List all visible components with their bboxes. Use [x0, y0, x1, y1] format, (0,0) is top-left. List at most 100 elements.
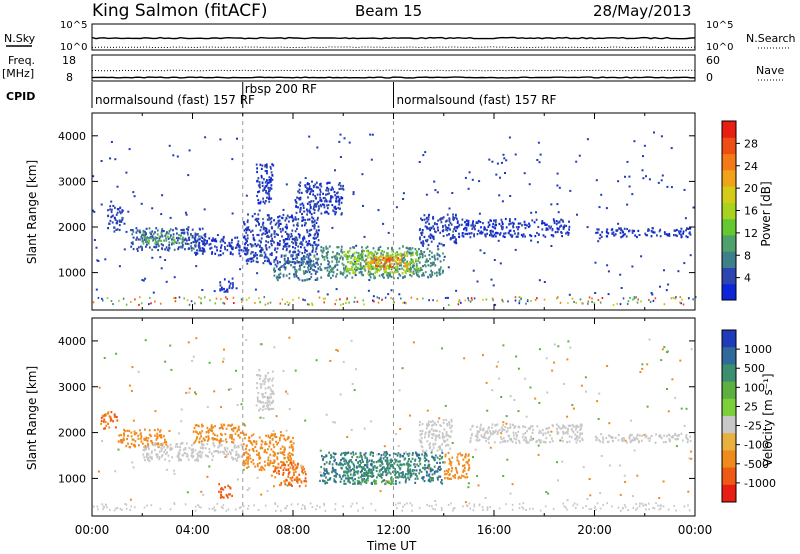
echo-cell [265, 244, 267, 247]
echo-cell [430, 240, 433, 243]
echo-cell [420, 250, 423, 253]
scatter-cell [643, 144, 646, 147]
echo-cell [455, 239, 457, 242]
echo-cell [211, 251, 214, 254]
echo-cell [428, 443, 431, 446]
echo-cell [234, 457, 237, 461]
echo-cell [199, 455, 202, 458]
echo-cell [261, 394, 264, 397]
ground-cell [300, 507, 303, 510]
echo-cell [359, 452, 362, 455]
echo-cell [312, 260, 315, 263]
echo-cell [279, 451, 282, 454]
ground-cell [297, 503, 299, 506]
echo-cell [289, 459, 292, 462]
echo-cell [259, 254, 262, 257]
echo-cell [207, 435, 210, 438]
echo-cell [265, 185, 268, 188]
echo-cell [426, 240, 428, 243]
echo-cell [466, 462, 469, 465]
echo-cell [137, 238, 140, 241]
echo-cell [340, 197, 343, 200]
echo-cell [531, 219, 534, 222]
echo-cell [177, 451, 180, 454]
echo-cell [398, 472, 400, 475]
echo-cell [282, 468, 285, 472]
echo-cell [560, 218, 562, 221]
echo-cell [291, 453, 294, 456]
ground-cell [186, 299, 189, 302]
echo-cell [522, 233, 525, 236]
echo-cell [514, 218, 517, 221]
echo-cell [411, 252, 413, 255]
echo-cell [491, 235, 493, 238]
echo-cell [171, 447, 173, 450]
echo-cell [307, 256, 310, 259]
echo-cell [247, 460, 249, 463]
echo-cell [179, 445, 182, 449]
scatter-cell [511, 483, 514, 486]
echo-cell [273, 461, 275, 464]
echo-cell [315, 257, 317, 260]
echo-cell [467, 468, 470, 472]
scatter-cell [350, 339, 353, 342]
echo-cell [276, 247, 279, 250]
echo-cell [335, 462, 338, 465]
scatter-cell [213, 390, 216, 393]
scatter-cell [325, 413, 328, 416]
echo-cell [403, 261, 406, 264]
echo-cell [324, 210, 327, 214]
echo-cell [114, 206, 116, 209]
echo-cell [167, 237, 170, 240]
echo-cell [238, 244, 241, 247]
echo-cell [517, 232, 520, 236]
echo-cell [326, 247, 329, 250]
echo-cell [161, 229, 164, 232]
ground-cell [222, 507, 224, 510]
echo-cell [508, 229, 511, 232]
echo-cell [327, 472, 330, 475]
echo-cell [288, 251, 291, 254]
echo-cell [351, 255, 353, 258]
echo-cell [186, 242, 189, 245]
ground-cell [505, 503, 507, 506]
echo-cell [364, 260, 367, 264]
echo-cell [343, 254, 346, 257]
echo-cell [380, 252, 383, 255]
echo-cell [201, 443, 203, 446]
echo-cell [217, 254, 220, 257]
echo-cell [268, 235, 270, 239]
echo-cell [431, 449, 434, 452]
echo-cell [382, 471, 384, 474]
ground-cell [110, 300, 113, 302]
scatter-cell [304, 177, 307, 180]
scatter-cell [600, 454, 603, 457]
echo-cell [294, 216, 297, 219]
scatter-cell [184, 211, 187, 214]
echo-cell [381, 462, 384, 465]
echo-cell [293, 261, 296, 264]
echo-cell [203, 248, 205, 251]
echo-cell [253, 255, 256, 258]
echo-cell [362, 267, 365, 270]
ground-cell [473, 297, 476, 300]
echo-cell [148, 227, 151, 230]
echo-cell [425, 474, 428, 477]
echo-cell [347, 451, 350, 454]
scatter-cell [348, 141, 351, 144]
echo-cell [533, 221, 536, 224]
echo-cell [290, 461, 292, 464]
echo-cell [314, 183, 317, 186]
echo-cell [342, 264, 345, 267]
echo-cell [396, 470, 399, 474]
scatter-cell [137, 370, 140, 373]
echo-cell [332, 468, 335, 471]
echo-cell [227, 484, 230, 487]
echo-cell [292, 447, 294, 450]
echo-cell [169, 448, 172, 451]
echo-cell [284, 480, 286, 483]
ground-cell [441, 509, 443, 511]
echo-cell [247, 439, 250, 442]
echo-cell [493, 233, 496, 236]
echo-cell [147, 242, 150, 245]
